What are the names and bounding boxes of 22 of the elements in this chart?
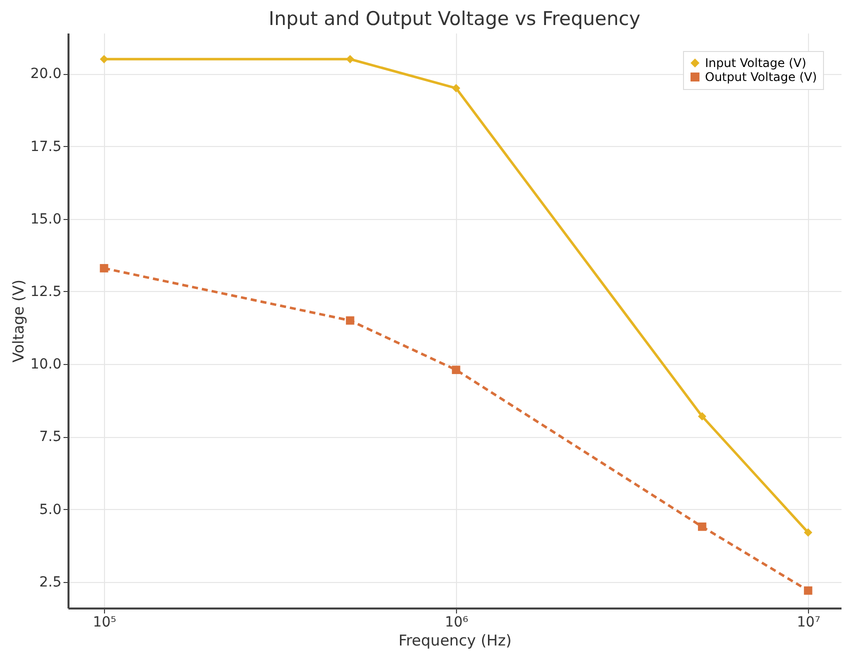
x-tick-label: 10⁵ — [92, 614, 116, 630]
legend-label: Input Voltage (V) — [705, 56, 806, 70]
y-tick-label: 5.0 — [39, 502, 62, 518]
x-tick-label: 10⁷ — [796, 614, 820, 630]
x-tick-label: 10⁶ — [444, 614, 469, 630]
y-tick-label: 20.0 — [30, 66, 62, 82]
legend-label: Output Voltage (V) — [705, 70, 817, 84]
point — [100, 264, 108, 272]
chart-title: Input and Output Voltage vs Frequency — [268, 8, 640, 30]
y-tick-label: 2.5 — [39, 574, 62, 590]
y-tick-label: 17.5 — [30, 138, 62, 155]
y-axis-title: Voltage (V) — [9, 280, 28, 362]
point — [100, 54, 108, 64]
y-tick-label: 12.5 — [30, 284, 62, 300]
point — [452, 84, 460, 92]
point — [804, 528, 812, 537]
x-axis-title: Frequency (Hz) — [398, 632, 512, 650]
y-tick-label: 7.5 — [39, 429, 62, 446]
point — [804, 586, 812, 595]
y-tick-label: 15.0 — [30, 211, 62, 228]
y-tick-label: 10.0 — [30, 356, 62, 373]
point — [452, 366, 460, 374]
